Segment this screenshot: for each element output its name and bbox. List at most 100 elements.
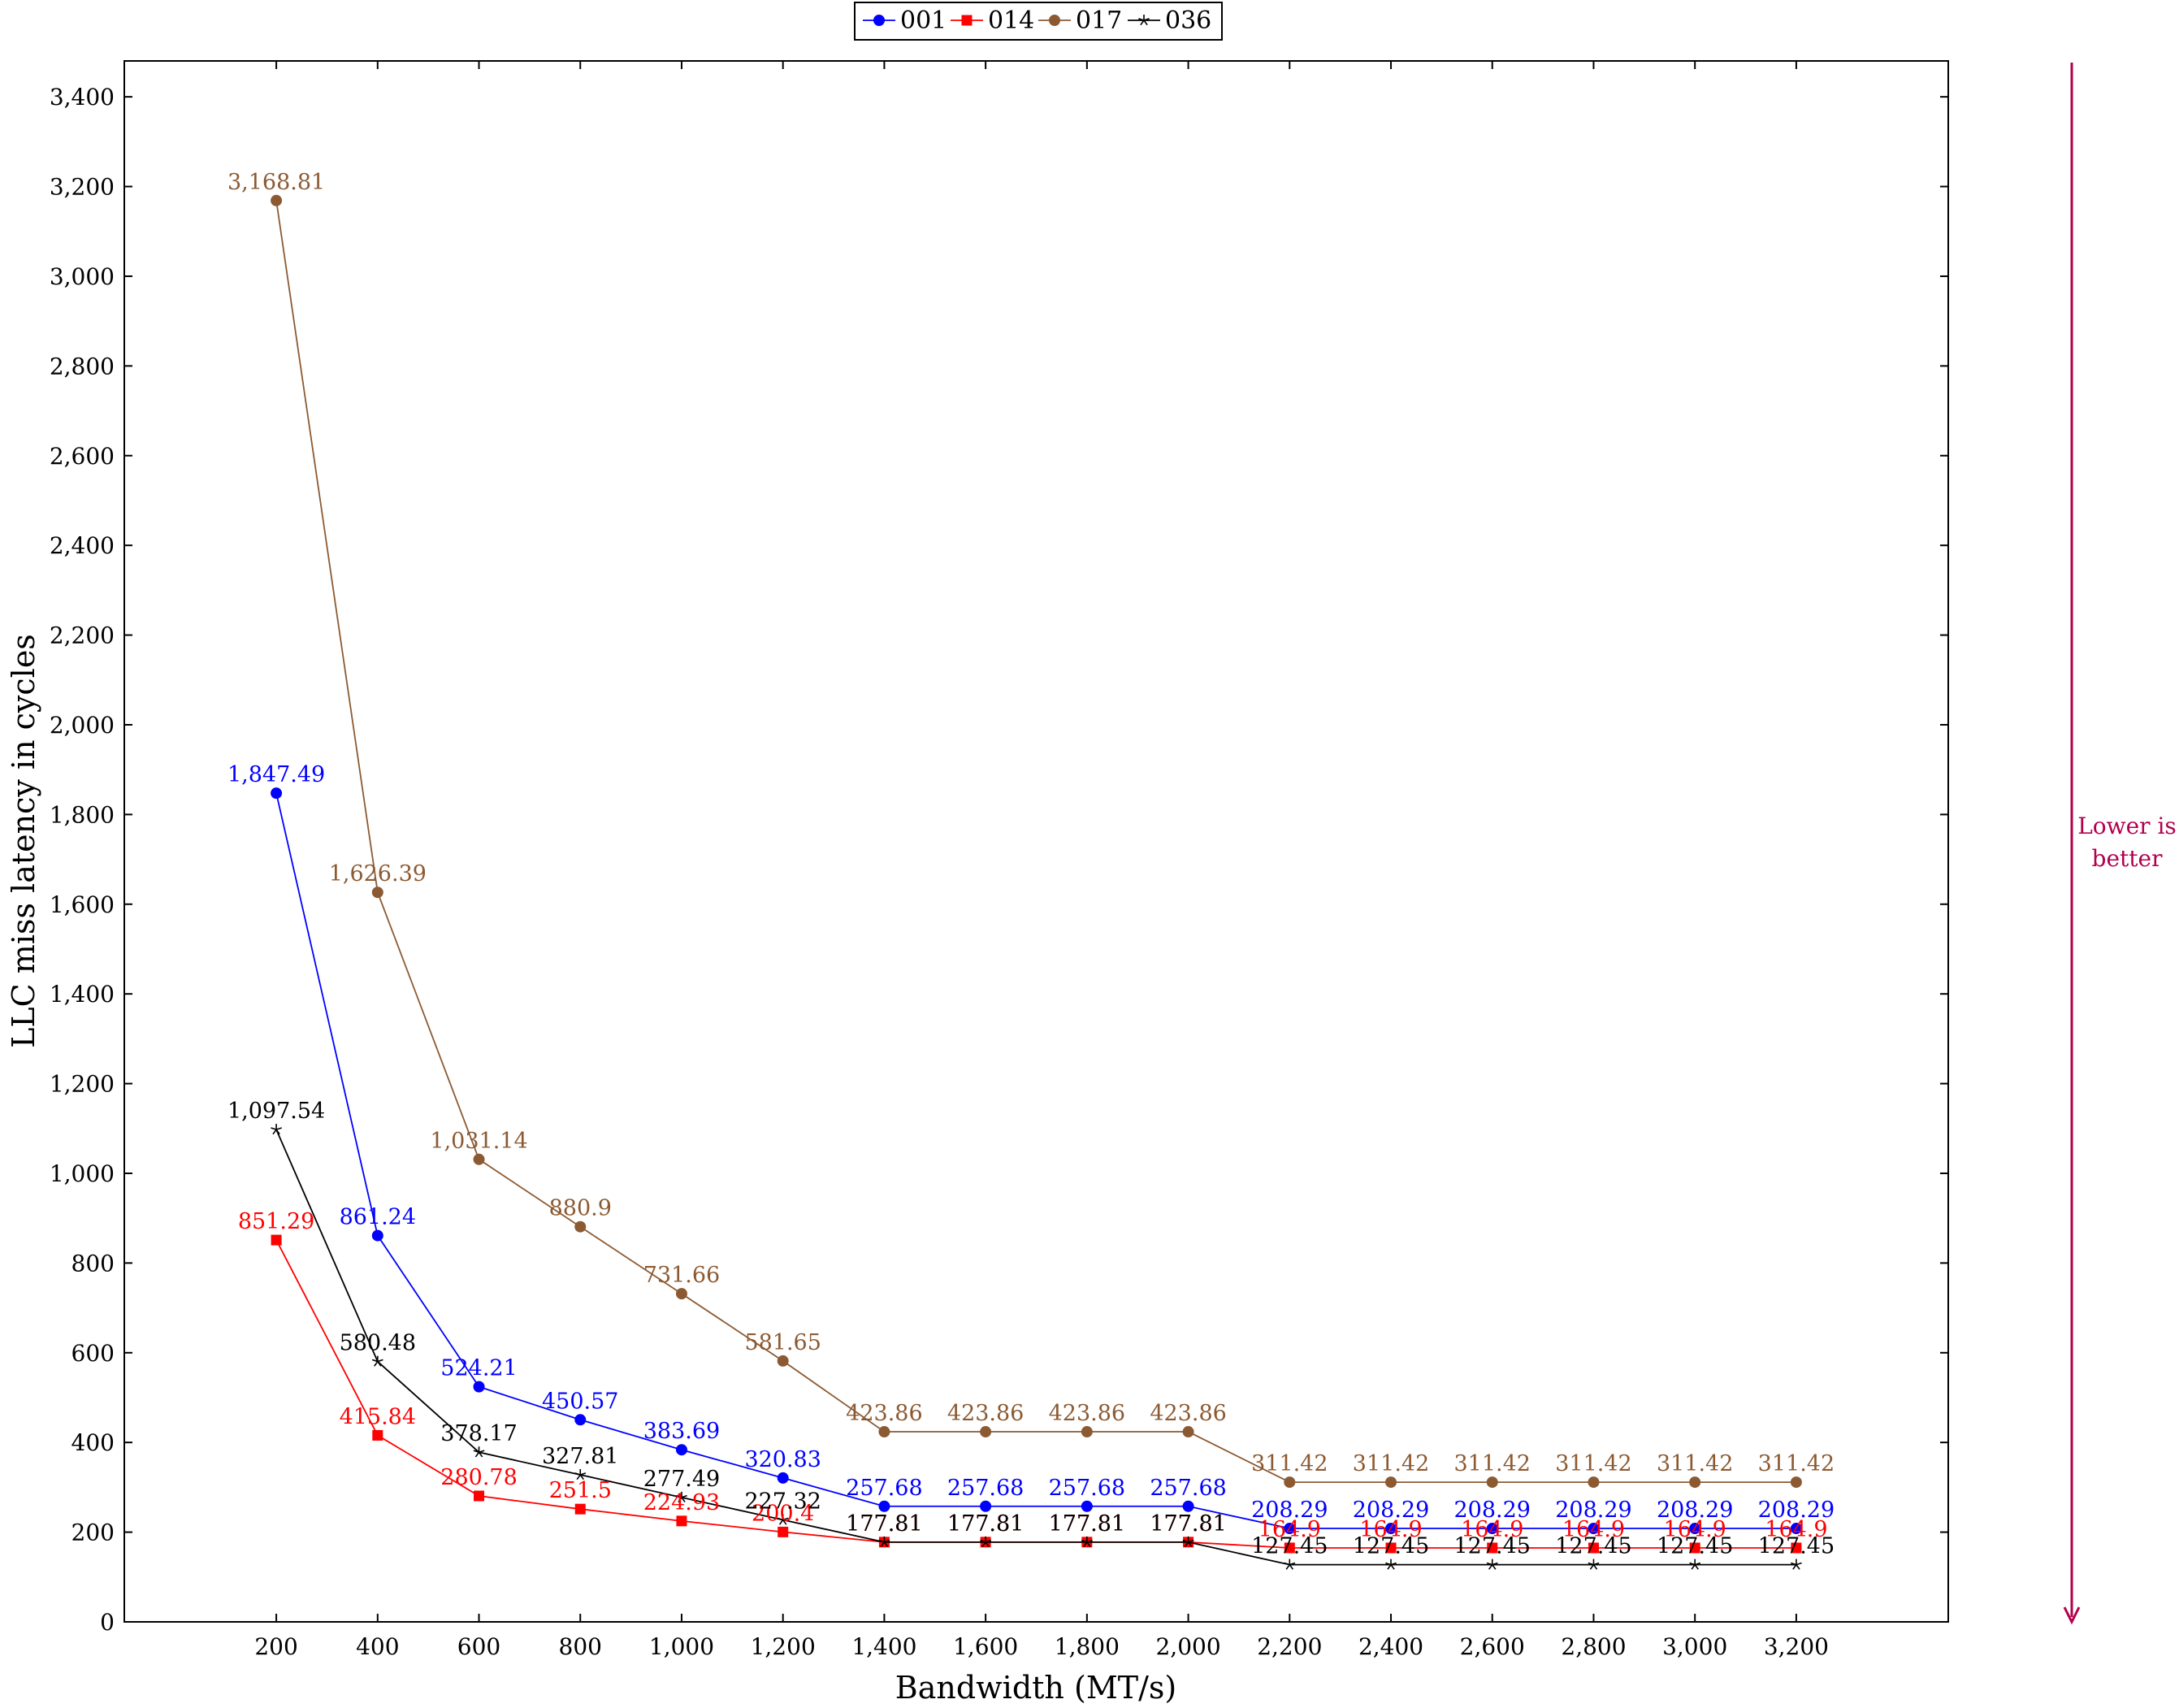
data-label-036: 127.45 xyxy=(1555,1534,1631,1559)
y-axis-title: LLC miss latency in cycles xyxy=(6,634,41,1048)
data-label-036: 277.49 xyxy=(643,1467,720,1492)
data-point-001 xyxy=(675,1444,687,1456)
data-label-001: 257.68 xyxy=(947,1476,1024,1501)
annotation-text-line1: Lower is xyxy=(2077,813,2177,839)
data-label-036: 327.81 xyxy=(542,1444,618,1469)
y-tick-label: 2,200 xyxy=(50,622,115,649)
data-point-017 xyxy=(1081,1426,1093,1438)
x-tick-label: 2,600 xyxy=(1460,1633,1525,1660)
series-line-001 xyxy=(275,792,1796,1529)
legend-box xyxy=(854,2,1223,41)
x-tick-label: 3,000 xyxy=(1662,1633,1727,1660)
data-label-017: 731.66 xyxy=(643,1263,720,1288)
data-point-036 xyxy=(878,1536,890,1547)
data-label-036: 580.48 xyxy=(340,1331,416,1356)
y-tick-label: 800 xyxy=(71,1250,115,1277)
y-tick-label: 1,400 xyxy=(50,981,115,1008)
data-label-036: 127.45 xyxy=(1657,1534,1733,1559)
data-point-014 xyxy=(778,1526,789,1537)
data-point-001 xyxy=(980,1500,992,1512)
data-point-001 xyxy=(574,1414,587,1426)
legend-entry-017: 017 xyxy=(1038,7,1122,35)
data-point-036 xyxy=(1284,1558,1296,1570)
y-tick-label: 1,600 xyxy=(50,891,115,918)
data-point-001 xyxy=(473,1381,485,1393)
data-label-017: 3,168.81 xyxy=(227,170,325,195)
data-point-017 xyxy=(1486,1476,1498,1489)
annotation-arrowhead xyxy=(2063,1606,2081,1625)
data-point-014 xyxy=(1689,1542,1700,1554)
y-tick-label: 0 xyxy=(100,1609,115,1636)
y-tick-label: 2,400 xyxy=(50,532,115,559)
data-point-017 xyxy=(1588,1476,1600,1489)
data-label-017: 1,626.39 xyxy=(329,861,427,887)
data-point-036 xyxy=(271,1124,282,1135)
series-line-036 xyxy=(275,1129,1796,1566)
data-label-014: 177.81 xyxy=(1049,1511,1125,1537)
data-label-014: 851.29 xyxy=(238,1209,314,1234)
x-tick-label: 200 xyxy=(254,1633,297,1660)
data-point-017 xyxy=(1790,1476,1802,1489)
data-label-017: 311.42 xyxy=(1657,1451,1733,1476)
y-tick-label: 200 xyxy=(71,1519,115,1546)
data-label-036: 177.81 xyxy=(1150,1511,1226,1537)
labels-001: 1,847.49 861.24 524.21 450.57 383.69 320.83 25… xyxy=(227,762,1835,1523)
data-point-036 xyxy=(1081,1536,1093,1547)
data-point-001 xyxy=(1081,1500,1093,1512)
data-label-001: 208.29 xyxy=(1555,1498,1631,1523)
data-label-014: 164.9 xyxy=(1258,1517,1321,1542)
labels-036: 1,097.54 580.48 378.17 327.81 277.49 227.32 17… xyxy=(227,1099,1835,1559)
data-point-014 xyxy=(676,1515,687,1527)
legend-marker xyxy=(1138,15,1150,26)
data-point-017 xyxy=(1284,1476,1296,1489)
data-point-036 xyxy=(676,1491,687,1502)
data-point-014 xyxy=(271,1234,282,1246)
data-point-017 xyxy=(675,1288,687,1300)
data-point-017 xyxy=(574,1220,587,1233)
data-label-014: 177.81 xyxy=(947,1511,1024,1537)
series-line-017 xyxy=(275,200,1796,1483)
legend: 001 014 017 036 xyxy=(854,2,1223,41)
data-point-001 xyxy=(878,1500,890,1512)
data-point-001 xyxy=(1284,1523,1296,1535)
y-tick-label: 3,200 xyxy=(50,174,115,201)
x-tick-label: 800 xyxy=(559,1633,602,1660)
data-label-017: 311.42 xyxy=(1353,1451,1429,1476)
data-label-017: 311.42 xyxy=(1758,1451,1835,1476)
data-label-014: 177.81 xyxy=(846,1511,922,1537)
data-point-001 xyxy=(371,1229,383,1242)
x-tick-label: 3,200 xyxy=(1764,1633,1829,1660)
data-labels-layer: 1,847.49 861.24 524.21 450.57 383.69 320.83 25… xyxy=(227,170,1835,1559)
data-label-001: 524.21 xyxy=(440,1356,517,1381)
data-point-017 xyxy=(1689,1476,1701,1489)
data-point-017 xyxy=(473,1153,485,1165)
data-point-017 xyxy=(371,887,383,899)
data-point-036 xyxy=(777,1514,789,1525)
data-point-014 xyxy=(1791,1542,1802,1554)
data-label-001: 257.68 xyxy=(846,1476,922,1501)
x-tick-label: 1,800 xyxy=(1055,1633,1120,1660)
legend-marker xyxy=(1049,15,1060,26)
data-point-001 xyxy=(1689,1523,1701,1535)
legend-marker xyxy=(961,15,973,26)
data-label-001: 208.29 xyxy=(1454,1498,1531,1523)
x-tick-label: 1,000 xyxy=(649,1633,714,1660)
data-label-001: 208.29 xyxy=(1353,1498,1429,1523)
y-tick-label: 1,000 xyxy=(50,1160,115,1187)
data-label-001: 450.57 xyxy=(542,1389,618,1414)
x-axis-title: Bandwidth (MT/s) xyxy=(895,1670,1176,1706)
data-point-017 xyxy=(1182,1426,1194,1438)
series-017 xyxy=(271,194,1802,1489)
data-point-036 xyxy=(473,1446,485,1458)
x-tick-label: 1,200 xyxy=(751,1633,816,1660)
data-label-014: 164.9 xyxy=(1664,1517,1726,1542)
x-tick-label: 1,400 xyxy=(851,1633,916,1660)
data-label-036: 177.81 xyxy=(846,1511,922,1537)
data-label-014: 164.9 xyxy=(1562,1517,1625,1542)
data-label-001: 861.24 xyxy=(340,1205,416,1230)
series-001 xyxy=(271,787,1802,1535)
series-036 xyxy=(271,1124,1802,1570)
data-label-014: 164.9 xyxy=(1359,1517,1422,1542)
legend-entry-036: 036 xyxy=(1128,7,1211,35)
